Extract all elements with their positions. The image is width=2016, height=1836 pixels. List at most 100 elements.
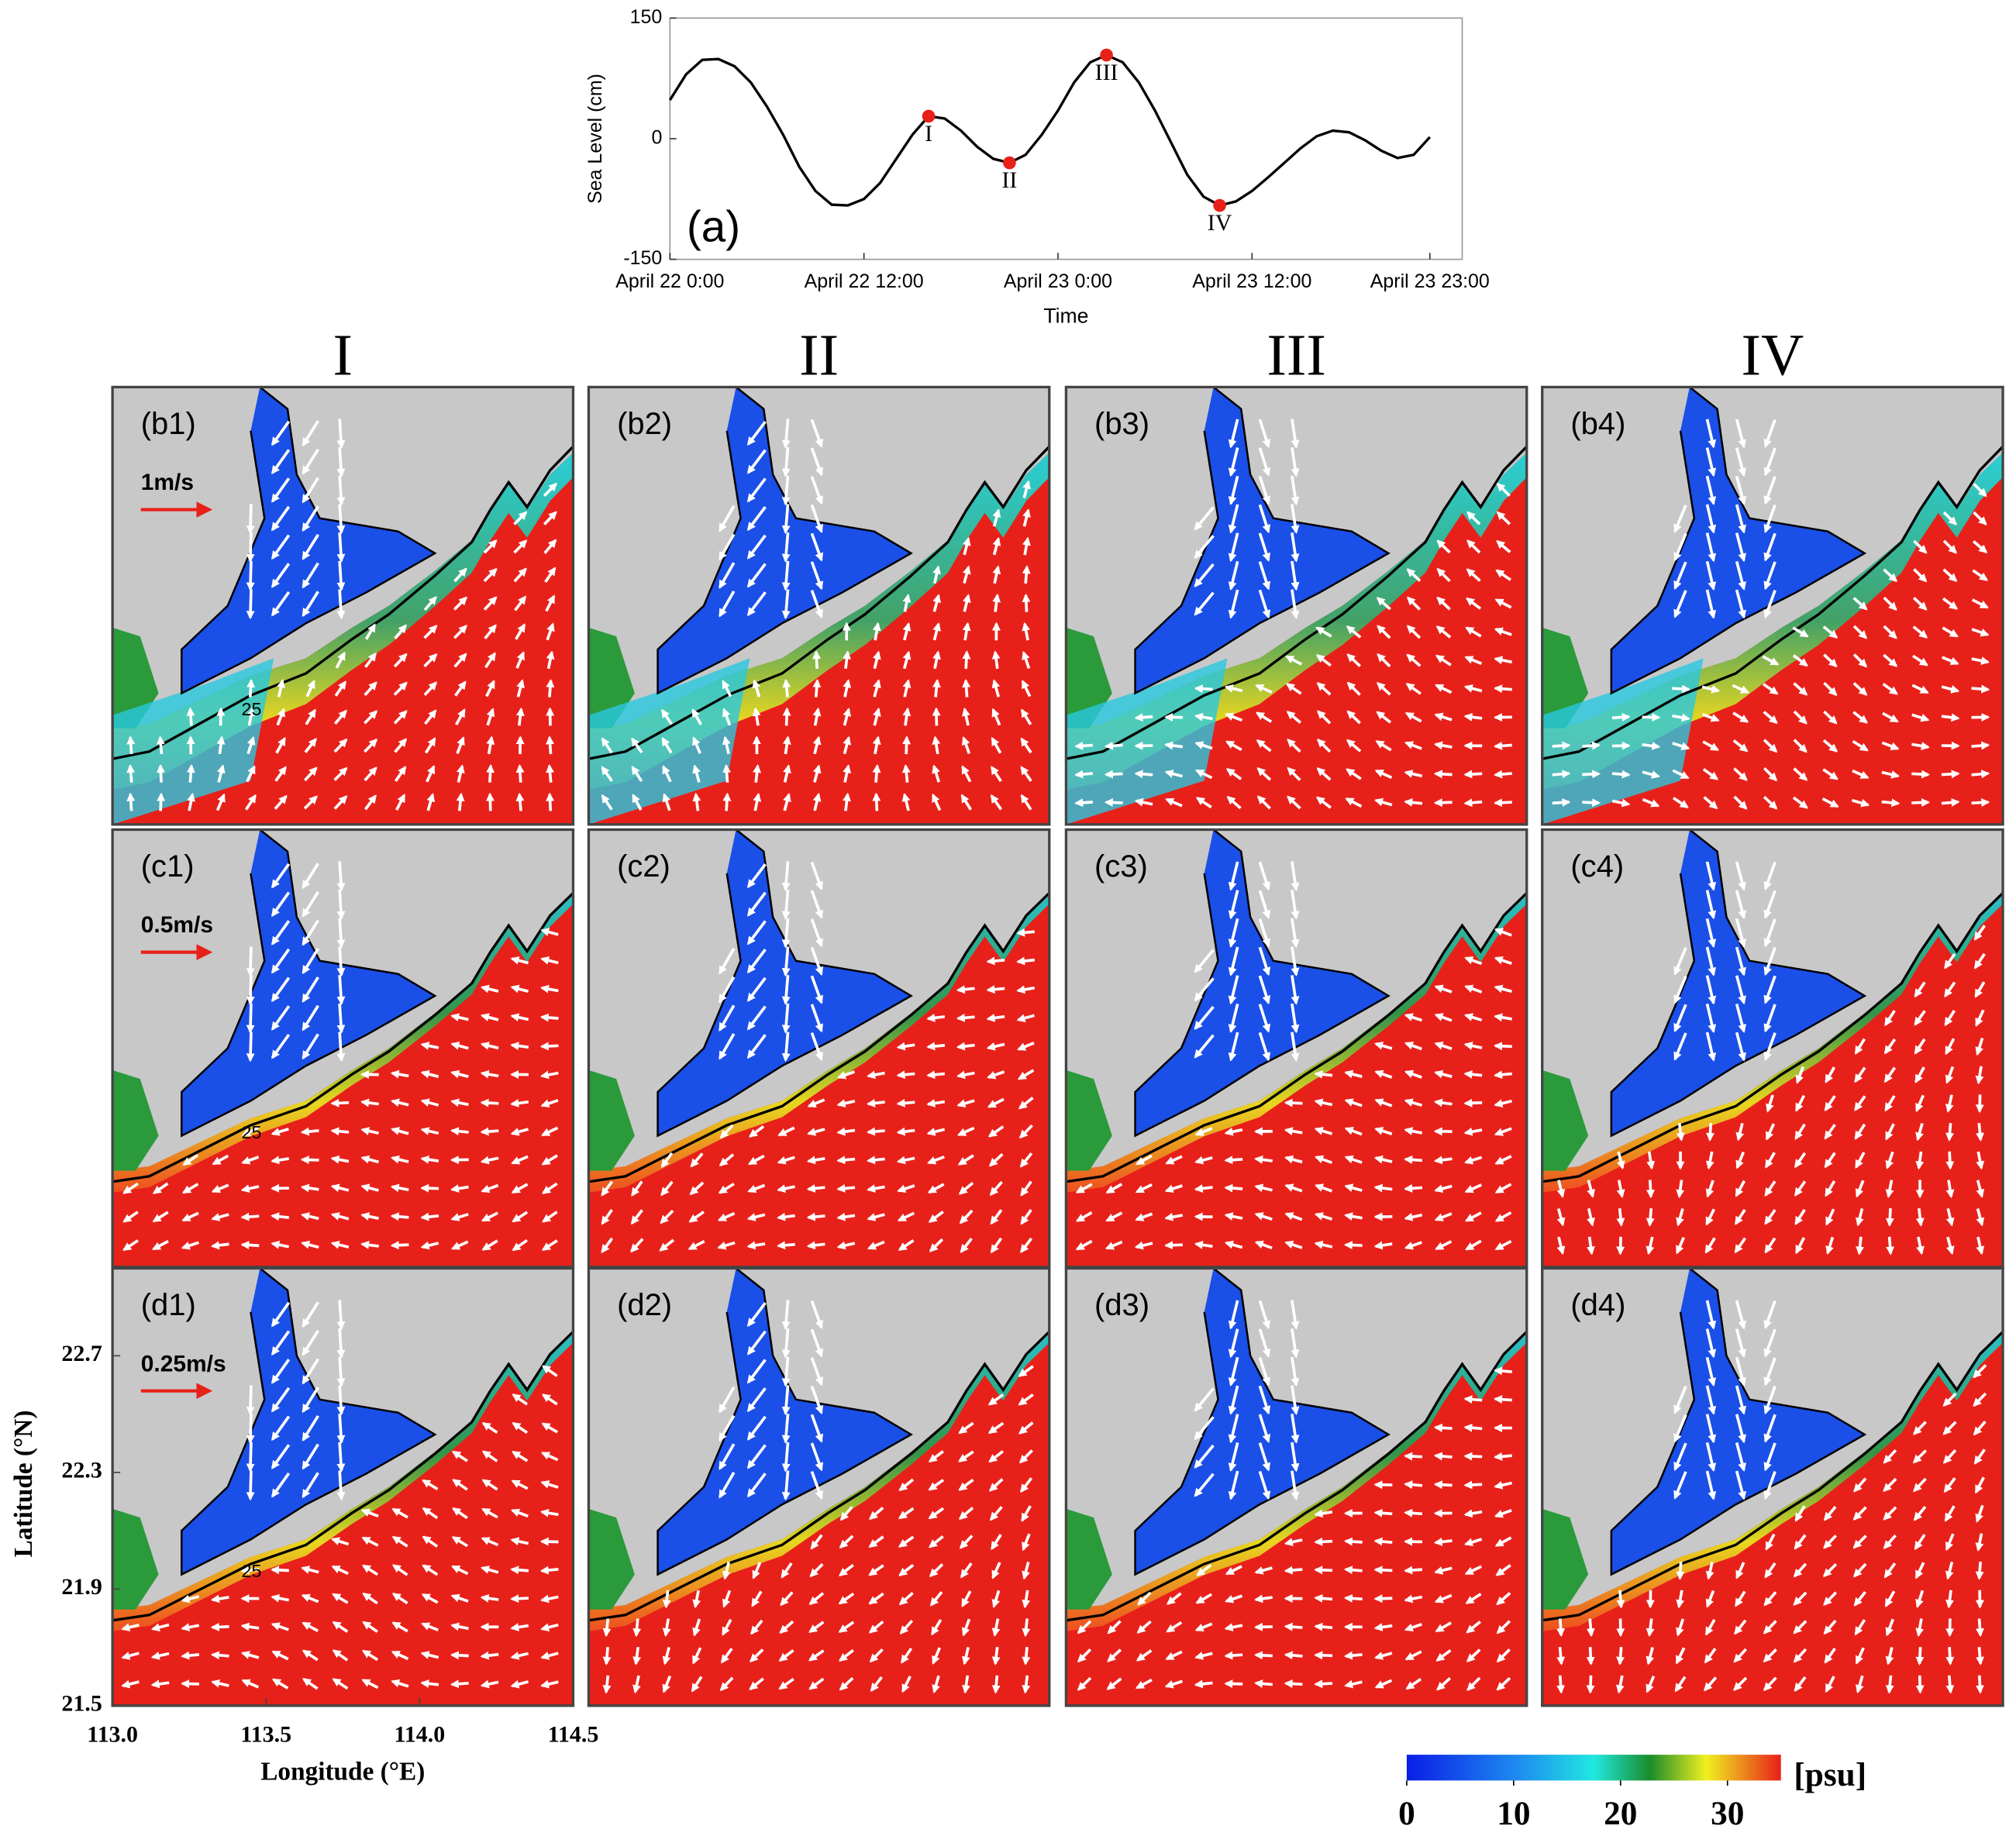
velocity-arrow (1254, 1183, 1273, 1193)
velocity-arrow (360, 1127, 379, 1135)
green-patch (112, 627, 159, 729)
velocity-arrow (1256, 739, 1272, 753)
column-header: III (1266, 322, 1326, 388)
velocity-arrow (1765, 1123, 1776, 1141)
velocity-arrow (1766, 1094, 1774, 1113)
velocity-arrow (1556, 1236, 1566, 1256)
velocity-arrow (1373, 1594, 1393, 1603)
velocity-arrow (1494, 798, 1512, 808)
velocity-arrow (1253, 1622, 1273, 1631)
velocity-arrow (1404, 1070, 1422, 1079)
velocity-arrow (782, 735, 791, 755)
velocity-arrow (1646, 1180, 1655, 1199)
velocity-arrow (717, 1241, 736, 1250)
velocity-arrow (1913, 539, 1928, 554)
velocity-arrow (1705, 560, 1717, 591)
velocity-arrow (927, 1155, 945, 1165)
velocity-arrow (1020, 794, 1032, 811)
velocity-arrow (1464, 1183, 1483, 1194)
velocity-arrow (1673, 505, 1687, 533)
velocity-arrow (300, 1127, 319, 1136)
velocity-arrow (1616, 1590, 1625, 1609)
velocity-arrow (1851, 798, 1870, 808)
velocity-arrow (1075, 1183, 1093, 1194)
velocity-arrow (1971, 797, 1990, 807)
velocity-arrow (987, 1070, 1005, 1080)
velocity-arrow (1673, 561, 1687, 591)
velocity-arrow (302, 976, 319, 1003)
velocity-arrow (1022, 650, 1031, 670)
velocity-arrow (1611, 712, 1631, 722)
velocity-arrow (746, 534, 767, 560)
velocity-arrow (1017, 1041, 1035, 1051)
velocity-arrow (182, 1153, 199, 1166)
velocity-arrow (1254, 1679, 1273, 1688)
velocity-arrow (1971, 684, 1990, 694)
velocity-arrow (1701, 684, 1721, 694)
velocity-arrow (1763, 561, 1776, 591)
velocity-arrow (1855, 1180, 1865, 1198)
velocity-arrow (1885, 1151, 1894, 1169)
coastline (181, 829, 437, 1138)
velocity-arrow (541, 1182, 558, 1194)
velocity-arrow (1314, 1240, 1333, 1249)
velocity-arrow (1434, 984, 1453, 994)
velocity-arrow (1705, 1208, 1716, 1226)
velocity-arrow (1404, 770, 1423, 778)
velocity-arrow (1552, 797, 1571, 807)
velocity-arrow (1104, 1240, 1123, 1250)
velocity-arrow (1496, 540, 1511, 553)
x-tick-label: April 23 0:00 (1004, 270, 1112, 292)
velocity-arrow (364, 766, 377, 782)
coastline (1610, 829, 1867, 1138)
velocity-arrow (1971, 770, 1990, 779)
velocity-arrow (1763, 975, 1776, 1004)
velocity-arrow (277, 679, 285, 698)
velocity-arrow (1794, 1123, 1806, 1140)
velocity-arrow (1165, 797, 1183, 808)
velocity-arrow (747, 1183, 766, 1194)
contour-25 (1542, 892, 2004, 1183)
velocity-arrow (1915, 1675, 1925, 1694)
velocity-arrow (602, 1647, 612, 1665)
velocity-arrow (1465, 1239, 1482, 1251)
velocity-arrow (1195, 769, 1213, 780)
velocity-arrow (1552, 770, 1571, 779)
velocity-arrow (1852, 769, 1870, 780)
velocity-arrow (688, 1211, 705, 1223)
velocity-arrow (753, 763, 762, 783)
velocity-arrow (336, 475, 346, 506)
velocity-arrow (1254, 1240, 1273, 1250)
velocity-arrow (1821, 797, 1839, 808)
velocity-arrow (450, 1127, 469, 1136)
velocity-arrow (121, 1623, 140, 1632)
velocity-arrow (1915, 1122, 1924, 1142)
x-tick-label: 114.5 (548, 1722, 599, 1748)
x-tick-label: 114.0 (394, 1722, 445, 1748)
velocity-arrow (300, 1155, 319, 1164)
velocity-arrow (274, 794, 288, 810)
velocity-arrow (781, 560, 791, 591)
velocity-arrow (1733, 767, 1748, 781)
velocity-arrow (1616, 1180, 1625, 1199)
velocity-arrow (515, 763, 525, 783)
velocity-arrow (992, 593, 1001, 612)
velocity-arrow (898, 1239, 915, 1252)
velocity-arrow (513, 511, 528, 525)
velocity-arrow (992, 536, 1001, 556)
velocity-arrow (210, 1241, 229, 1250)
velocity-arrow (1258, 918, 1271, 948)
velocity-arrow (541, 1126, 559, 1137)
velocity-arrow (1074, 798, 1094, 808)
velocity-arrow (601, 1237, 614, 1254)
velocity-arrow (330, 1155, 350, 1164)
velocity-arrow (1911, 742, 1930, 750)
y-tick-label: 150 (630, 6, 663, 28)
velocity-arrow (1314, 1679, 1333, 1689)
velocity-arrow (1256, 795, 1271, 810)
velocity-arrow (988, 1152, 1004, 1167)
velocity-arrow (1732, 684, 1750, 694)
velocity-arrow (1194, 1184, 1213, 1193)
map-content (1542, 387, 2004, 825)
velocity-arrow (1373, 1480, 1393, 1490)
